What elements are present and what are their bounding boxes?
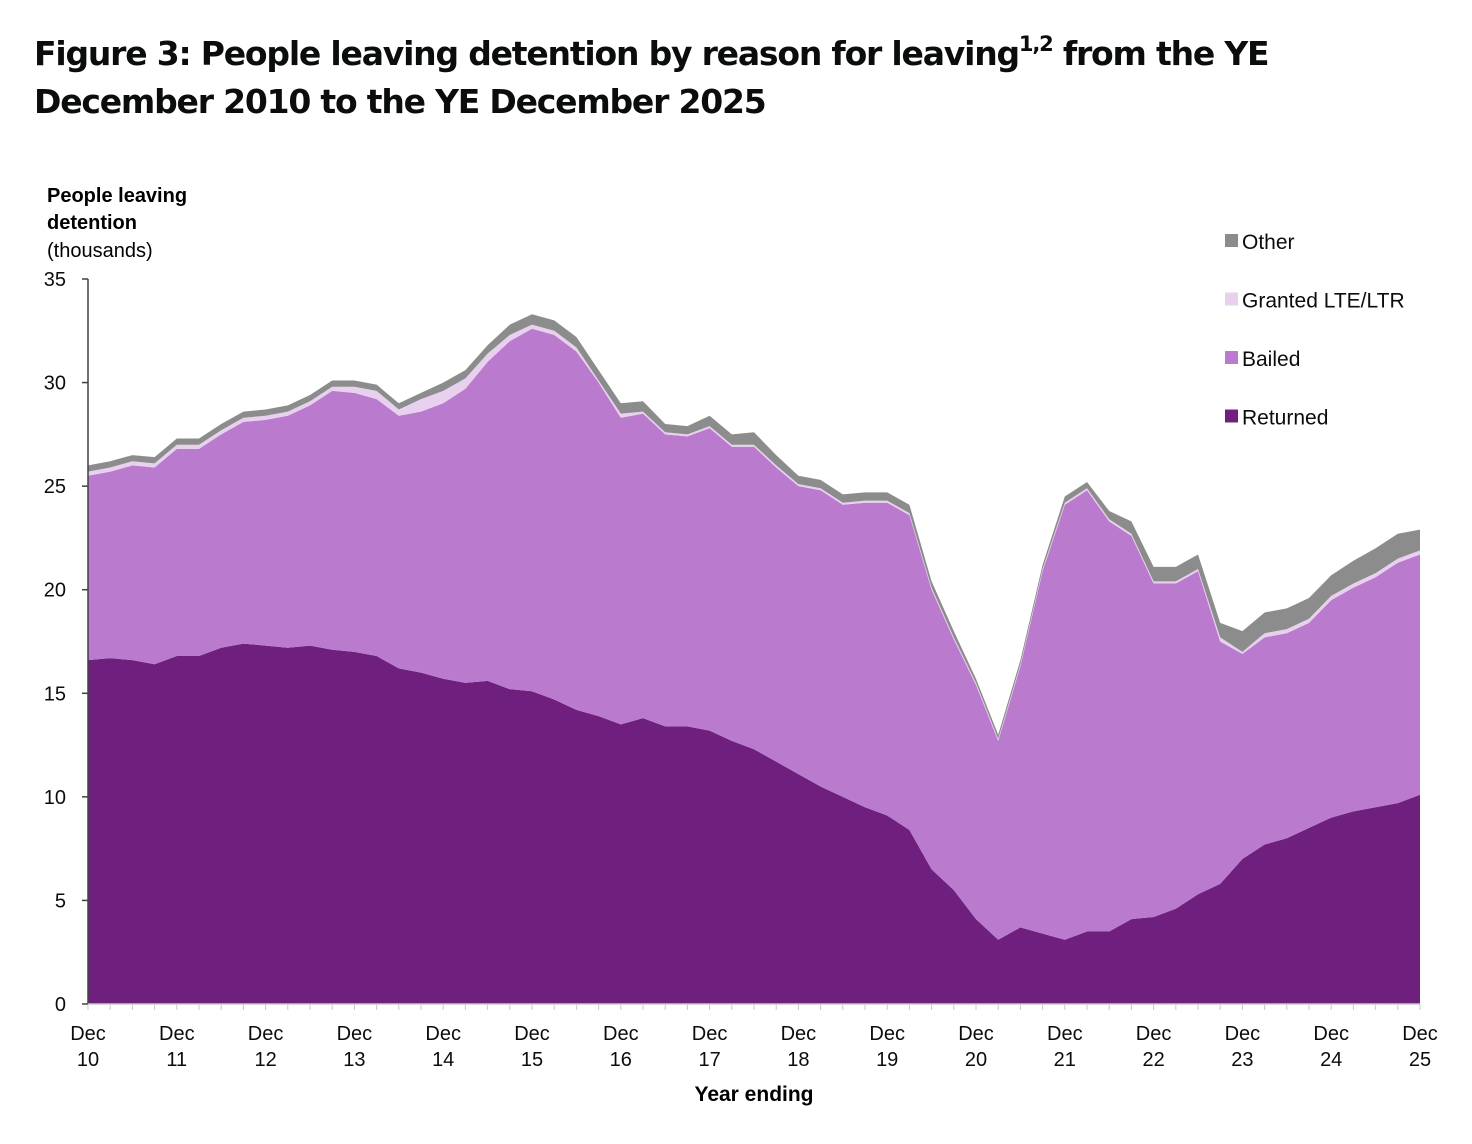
y-axis-title-line2: detention [47,212,137,234]
title-rest: from the YE December 2010 to the YE Dece… [34,34,1270,121]
y-tick-label: 30 [44,373,66,395]
x-tick-label-month: Dec [1136,1023,1172,1045]
title-main: Figure 3: People leaving detention by re… [34,34,1020,73]
x-tick-label-month: Dec [248,1023,284,1045]
x-tick-label-year: 10 [77,1049,99,1071]
x-tick-label-year: 20 [965,1049,987,1071]
legend-swatch-granted-lte-ltr [1225,292,1238,306]
chart-title: Figure 3: People leaving detention by re… [34,30,1454,126]
legend-swatch-returned [1225,409,1238,423]
x-tick-label-month: Dec [869,1023,905,1045]
x-tick-label-month: Dec [1402,1023,1438,1045]
y-tick-label: 15 [44,683,66,705]
x-tick-label-year: 21 [1054,1049,1076,1071]
area-returned [88,643,1420,1004]
x-tick-label-month: Dec [1047,1023,1083,1045]
x-tick-label-month: Dec [514,1023,550,1045]
x-tick-label-year: 18 [787,1049,809,1071]
y-tick-label: 5 [55,890,66,912]
x-axis-title: Year ending [694,1083,813,1106]
x-tick-label-year: 22 [1142,1049,1164,1071]
x-tick-label-year: 16 [610,1049,632,1071]
x-tick-label-month: Dec [958,1023,994,1045]
x-tick-label-year: 13 [343,1049,365,1071]
y-tick-label: 35 [44,269,66,291]
legend-swatch-other [1225,234,1238,247]
y-tick-label: 20 [44,580,66,602]
y-axis-unit: (thousands) [47,240,153,262]
legend-swatch-bailed [1225,351,1238,364]
x-tick-label-year: 11 [166,1049,187,1071]
area-bailed [88,328,1420,940]
legend-label-bailed: Bailed [1242,348,1300,371]
x-axis: Dec 10 Dec 11 Dec 12 Dec 13 Dec 14 Dec 15 Dec 16 Dec 17… [70,1003,1438,1071]
x-tick-label-month: Dec [425,1023,461,1045]
x-tick-label-year: 19 [876,1049,898,1071]
x-tick-label-month: Dec [70,1023,106,1045]
x-tick-label-year: 24 [1320,1049,1342,1071]
x-tick-label-year: 12 [254,1049,276,1071]
legend-label-granted-lte-ltr: Granted LTE/LTR [1242,290,1405,313]
x-tick-label-month: Dec [159,1023,195,1045]
title-footnote-markers: 1,2 [1018,32,1054,56]
x-tick-label-year: 23 [1231,1049,1253,1071]
y-axis: 0 5 10 15 20 25 30 35 [44,269,89,1016]
legend: Other Granted LTE/LTR Bailed Returned [1225,231,1405,430]
x-tick-label-month: Dec [1225,1023,1261,1045]
y-axis-title-line1: People leaving [47,185,187,207]
x-tick-label-month: Dec [603,1023,639,1045]
x-tick-label-year: 25 [1409,1049,1431,1071]
x-tick-label-month: Dec [1313,1023,1349,1045]
y-tick-label: 25 [44,476,66,498]
area-layers [88,314,1420,1004]
x-tick-label-year: 14 [432,1049,454,1071]
x-tick-label-month: Dec [781,1023,817,1045]
x-tick-label-year: 17 [698,1049,720,1071]
y-tick-label: 10 [44,787,66,809]
legend-label-other: Other [1242,231,1295,254]
x-tick-label-year: 15 [521,1049,543,1071]
x-tick-label-month: Dec [692,1023,728,1045]
y-tick-label: 0 [55,994,66,1016]
legend-label-returned: Returned [1242,407,1328,430]
x-tick-label-month: Dec [337,1023,373,1045]
